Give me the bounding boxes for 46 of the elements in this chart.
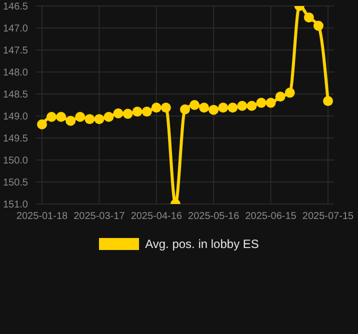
point: [132, 106, 142, 117]
point: [151, 102, 162, 113]
point: [199, 102, 210, 113]
point: [56, 112, 66, 122]
point: [46, 112, 57, 122]
y-tick-label: 149.0: [2, 112, 28, 123]
x-tick-label: 2025-06-15: [245, 211, 297, 222]
y-tick-label: 150.0: [2, 156, 28, 167]
x-tick-label: 2025-03-17: [74, 211, 126, 222]
point: [256, 98, 266, 108]
point: [160, 102, 171, 113]
point: [228, 102, 238, 113]
point: [122, 108, 133, 119]
legend-label: Avg. pos. in lobby ES: [145, 237, 259, 251]
point: [313, 20, 324, 31]
point: [246, 100, 257, 111]
y-tick-label: 148.5: [2, 90, 28, 101]
y-tick-label: 150.5: [2, 178, 28, 189]
point: [113, 108, 124, 118]
point: [142, 106, 152, 117]
point: [304, 12, 314, 22]
point: [94, 114, 104, 124]
y-tick-label: 147.5: [2, 46, 28, 57]
point: [237, 100, 248, 111]
point: [104, 112, 114, 122]
point: [218, 102, 228, 113]
point: [180, 104, 190, 114]
y-tick-label: 147.0: [2, 24, 28, 35]
point: [323, 96, 333, 106]
x-tick-label: 2025-01-18: [16, 211, 68, 222]
point: [266, 98, 276, 108]
point: [208, 104, 219, 115]
point: [66, 116, 76, 126]
y-tick-label: 151.0: [2, 200, 28, 211]
point: [275, 92, 286, 102]
x-tick-label: 2025-04-16: [130, 211, 182, 222]
y-tick-label: 149.5: [2, 134, 28, 145]
point: [84, 114, 95, 124]
point: [284, 88, 295, 98]
y-tick-label: 146.5: [2, 2, 28, 13]
point: [190, 100, 200, 110]
point: [75, 112, 86, 122]
y-tick-label: 148.0: [2, 68, 28, 79]
x-tick-label: 2025-05-16: [188, 211, 240, 222]
point: [37, 119, 47, 130]
x-tick-label: 2025-07-15: [302, 211, 354, 222]
